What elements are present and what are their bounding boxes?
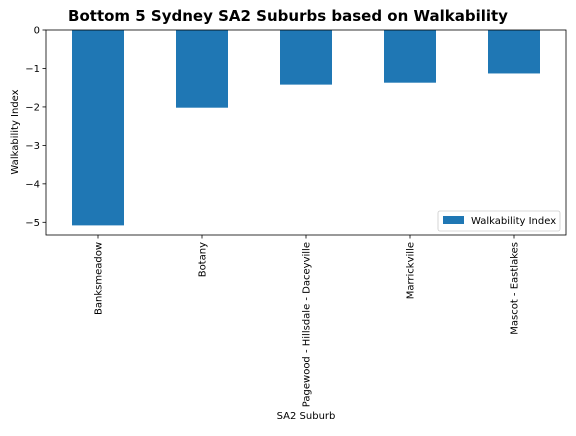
x-tick-label: Botany — [198, 242, 209, 277]
y-tick-label: −1 — [25, 64, 40, 75]
x-tick-label: Marrickville — [406, 242, 417, 299]
bar — [280, 30, 332, 85]
y-tick-label: 0 — [34, 26, 40, 37]
legend-box — [437, 210, 561, 232]
x-tick-label: Mascot - Eastlakes — [510, 242, 521, 335]
bar — [488, 30, 540, 74]
x-tick-label: Banksmeadow — [94, 242, 105, 315]
bar — [384, 30, 436, 83]
x-axis-label: SA2 Suburb — [277, 411, 336, 422]
bar — [72, 30, 124, 226]
x-tick-label: Pagewood - Hillsdale - Daceyville — [302, 242, 313, 407]
y-tick-label: −4 — [25, 179, 40, 190]
y-tick-label: −3 — [25, 141, 40, 152]
y-axis-label: Walkability Index — [10, 89, 21, 174]
legend-label: Walkability Index — [471, 216, 556, 227]
plot-area: 0 −1 −2 −3 −4 −5 Banksmeadow Botany Pagewood - H… — [25, 26, 567, 407]
y-tick-label: −2 — [25, 102, 40, 113]
legend-swatch — [443, 216, 464, 224]
bar — [176, 30, 228, 108]
y-tick-label: −5 — [25, 218, 40, 229]
legend: Walkability Index — [437, 210, 561, 232]
chart-title: Bottom 5 Sydney SA2 Suburbs based on Wal… — [68, 7, 508, 25]
